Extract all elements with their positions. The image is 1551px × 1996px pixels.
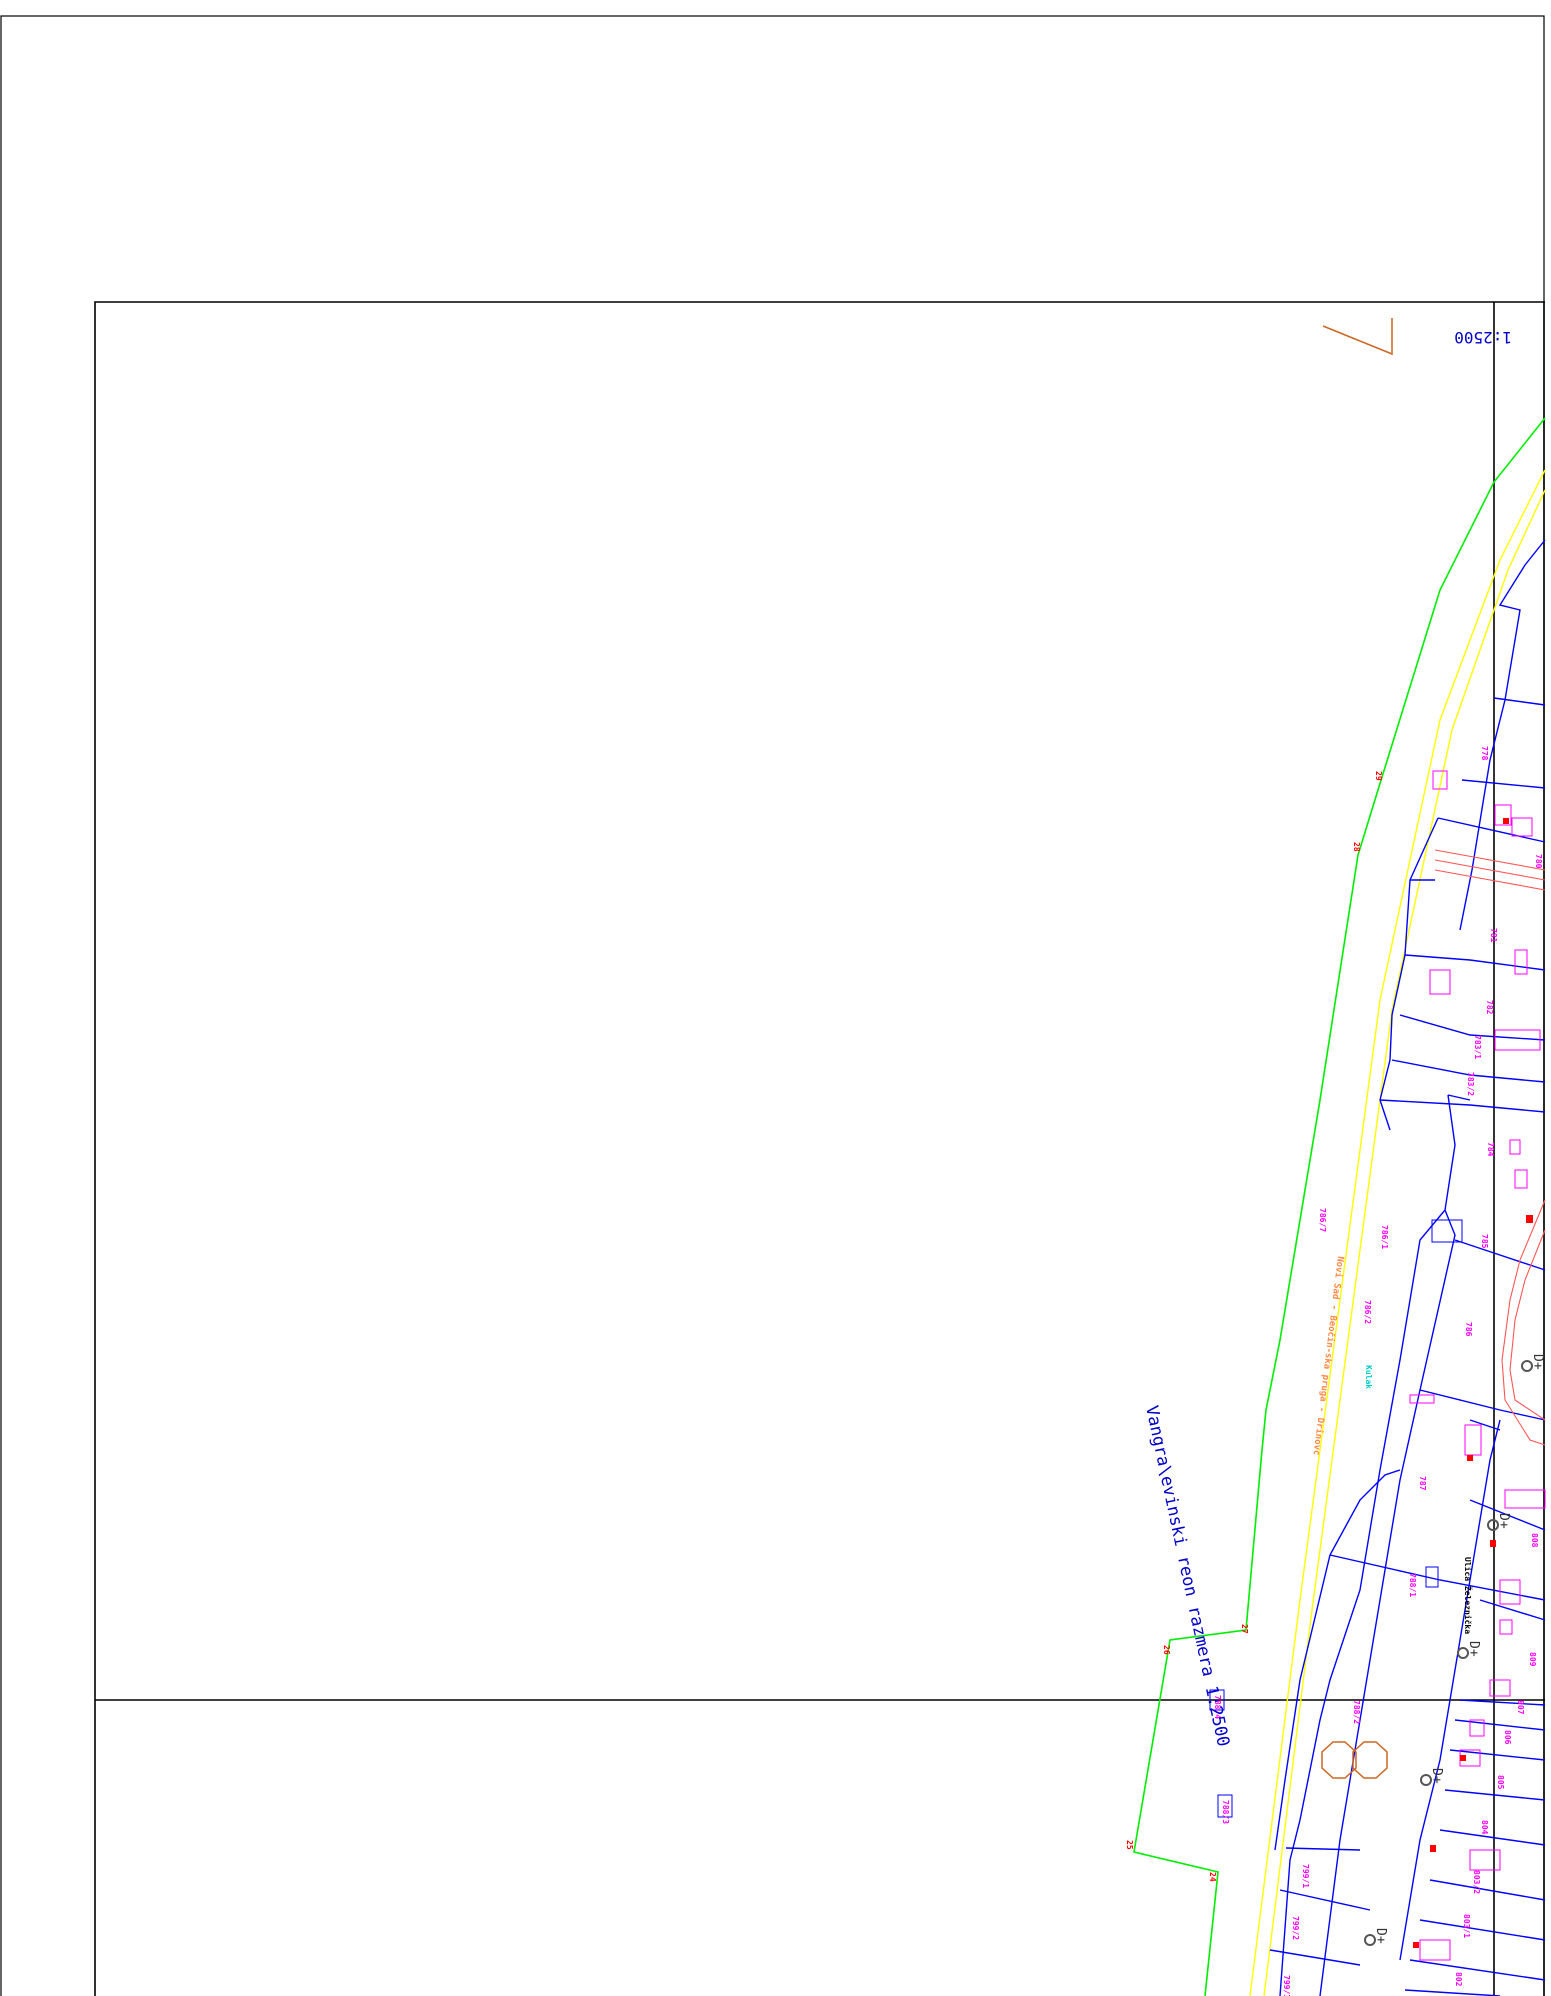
parcel-number: 787 [1418, 1476, 1427, 1491]
svg-text:D+: D+ [1496, 1513, 1511, 1529]
parcel-number: 788/4 [1213, 1695, 1222, 1719]
railway-lines [1249, 469, 1546, 1996]
boundary-point-labels: 29 28 27 26 25 24 [1125, 771, 1383, 1882]
parcel-number: 788/2 [1352, 1700, 1361, 1724]
parcel-number: 799/3 [1282, 1975, 1291, 1996]
parcel-number: 809 [1528, 1652, 1537, 1667]
svg-text:D+: D+ [1429, 1768, 1444, 1784]
parcel-number: 781 [1489, 928, 1498, 943]
boundary-point-label: 27 [1240, 1624, 1249, 1634]
parcel-number: 784 [1486, 1142, 1495, 1157]
parcel-number: 788/3 [1221, 1800, 1230, 1824]
parcel-number: 799/2 [1291, 1916, 1300, 1940]
parcel-number: 786/1 [1380, 1225, 1389, 1249]
boundary-point-label: 26 [1162, 1645, 1171, 1655]
north-angle-marker [1322, 318, 1393, 356]
parcel-number: 803/2 [1472, 1870, 1481, 1894]
boundary-point-label: 25 [1125, 1840, 1134, 1850]
svg-text:D+: D+ [1530, 1354, 1545, 1370]
well-symbols: D+ D+ D+ D+ D+ [1364, 1354, 1545, 1946]
parcel-number: 788/1 [1408, 1573, 1417, 1597]
well-symbol: D+ [1420, 1768, 1444, 1786]
cyan-label: Kulak [1364, 1365, 1373, 1389]
parcel-number: 808 [1530, 1533, 1539, 1548]
street-label: Ulica Železnička [1463, 1557, 1474, 1634]
parcel-number: 785 [1480, 1234, 1489, 1249]
parcel-number: 806 [1503, 1730, 1512, 1745]
building-fills [1413, 818, 1533, 1948]
sheet-border [0, 15, 1545, 1996]
parcel-boundaries [1269, 539, 1546, 1996]
svg-text:D+: D+ [1373, 1928, 1388, 1944]
well-symbol: D+ [1487, 1513, 1511, 1531]
well-symbol: D+ [1364, 1928, 1388, 1946]
parcel-number: 799/1 [1301, 1864, 1310, 1888]
parcel-number: 783/1 [1473, 1035, 1482, 1059]
building-outlines [1409, 770, 1546, 1961]
road-outlines [1434, 849, 1546, 1446]
railway-label: Novi Sad - Beočin-ska pruga - Drinovc [1311, 1256, 1346, 1456]
well-symbol: D+ [1521, 1354, 1545, 1372]
top-scale-fragment: 1:2500 [1454, 328, 1512, 347]
map-frame [94, 301, 1545, 1996]
boundary-line [1133, 417, 1546, 1996]
parcel-number: 802 [1454, 1972, 1463, 1987]
boundary-point-label: 28 [1352, 842, 1361, 852]
parcel-number: 803/1 [1462, 1914, 1471, 1938]
parcel-number: 807 [1516, 1700, 1525, 1715]
parcel-number: 805 [1496, 1775, 1505, 1790]
isolated-parcels [1209, 1219, 1463, 1818]
parcel-number-labels: 778 780 781 782 783/1 783/2 784 785 786/… [1213, 746, 1543, 1996]
parcel-number: 780 [1534, 854, 1543, 869]
parcel-number: 786 [1464, 1322, 1473, 1337]
well-symbol: D+ [1457, 1641, 1481, 1659]
parcel-number: 804 [1480, 1820, 1489, 1835]
map-title: Vangra\evinski reon razmera 1:2500 [1141, 1404, 1233, 1749]
octagon-symbol [1321, 1741, 1388, 1779]
parcel-number: 786/2 [1363, 1300, 1372, 1324]
parcel-number: 778 [1480, 746, 1489, 761]
parcel-number: 782 [1485, 1000, 1494, 1015]
parcel-number: 783/2 [1466, 1072, 1475, 1096]
svg-text:D+: D+ [1466, 1641, 1481, 1657]
boundary-point-label: 24 [1208, 1872, 1217, 1882]
parcel-number: 786/7 [1318, 1208, 1327, 1232]
boundary-point-label: 29 [1374, 771, 1383, 781]
